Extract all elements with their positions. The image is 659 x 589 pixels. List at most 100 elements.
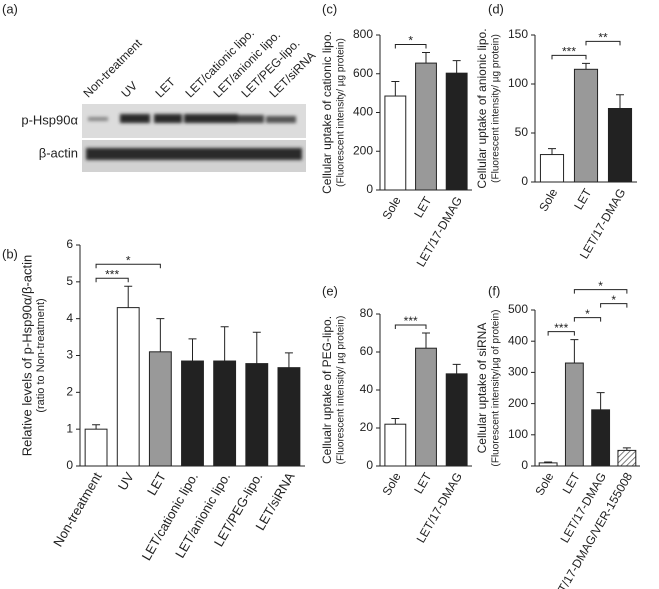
- lane-label: UV: [118, 79, 140, 101]
- y-tick-label: 4: [66, 311, 73, 325]
- error-bar: [391, 81, 400, 97]
- bar: [384, 423, 407, 467]
- error-bar: [622, 447, 631, 451]
- bar: [591, 409, 611, 467]
- bar: [538, 462, 558, 467]
- y-axis-label: Cellualr uptake of PEG-lipo.: [320, 316, 334, 464]
- error-bar: [220, 326, 229, 362]
- y-tick-label: 200: [353, 143, 373, 157]
- significance-label: *: [611, 293, 616, 307]
- y-axis-label: Cellular uptake of siRNA: [475, 323, 489, 454]
- panel-label: (b): [2, 246, 18, 261]
- significance-label: ***: [554, 321, 568, 335]
- x-tick-label: LET: [144, 470, 169, 498]
- bar: [116, 307, 140, 467]
- x-tick-label: Sole: [532, 470, 556, 498]
- x-tick-label: Sole: [536, 186, 560, 214]
- y-axis-sublabel: (Fluorescent intensity/ µg protein): [491, 34, 502, 183]
- significance-bracket: [95, 263, 161, 269]
- y-tick-label: 500: [508, 302, 528, 316]
- bar: [84, 428, 108, 467]
- y-tick-label: 0: [521, 174, 528, 188]
- y-tick-label: 2: [66, 385, 73, 399]
- error-bar: [616, 94, 624, 109]
- y-axis-label: Cellular uptake of anionic lipo.: [475, 28, 489, 188]
- significance-bracket: [600, 303, 628, 308]
- blot-image: [82, 104, 306, 172]
- y-axis-sublabel: (ratio to Non-treatment): [35, 298, 47, 412]
- y-tick-label: 20: [360, 420, 374, 434]
- y-axis-label: Cellular uptake of cationic lipo.: [320, 31, 334, 194]
- bar: [415, 347, 437, 467]
- panel-label: (e): [322, 283, 338, 298]
- y-tick-label: 600: [353, 66, 373, 80]
- significance-label: *: [585, 307, 590, 321]
- y-tick-label: 200: [508, 396, 528, 410]
- x-tick-label: UV: [115, 469, 137, 492]
- error-bar: [452, 60, 461, 74]
- bar: [181, 360, 204, 467]
- error-bar: [188, 338, 197, 362]
- y-tick-label: 0: [521, 458, 528, 472]
- significance-bracket: [394, 43, 427, 49]
- panel-label: (a): [2, 1, 18, 16]
- y-tick-label: 150: [508, 27, 528, 41]
- x-tick-label: Sole: [380, 470, 404, 498]
- error-bar: [391, 418, 400, 425]
- error-bar: [156, 318, 165, 352]
- error-bar: [544, 461, 553, 463]
- significance-bracket: [573, 289, 628, 294]
- y-tick-label: 300: [508, 365, 528, 379]
- y-axis-sublabel: (Fluorescent intensity/ µg protein): [336, 316, 347, 465]
- significance-bracket: [585, 40, 621, 46]
- y-axis-sublabel: (Fluorescent intensity/ µg protein): [336, 38, 347, 187]
- bar: [213, 360, 237, 467]
- error-bar: [284, 352, 293, 368]
- y-tick-label: 3: [66, 348, 73, 362]
- y-tick-label: 5: [66, 274, 73, 288]
- row-label: p-Hsp90α: [21, 112, 78, 127]
- panel-label: (c): [322, 1, 337, 16]
- y-axis-sublabel: (Fluorescent intensity/µg of protein): [491, 310, 502, 467]
- y-tick-label: 0: [66, 458, 73, 472]
- significance-label: ***: [404, 314, 418, 328]
- error-bar: [548, 148, 556, 155]
- bar: [573, 68, 599, 183]
- y-tick-label: 1: [66, 421, 73, 435]
- error-bar: [570, 339, 579, 364]
- error-bar: [596, 392, 605, 410]
- error-bar: [422, 332, 430, 349]
- error-bar: [422, 51, 430, 64]
- significance-bracket: [551, 54, 587, 60]
- significance-bracket: [394, 324, 427, 329]
- x-tick-label: LET: [560, 470, 583, 497]
- y-tick-label: 400: [508, 333, 528, 347]
- bar: [445, 72, 468, 191]
- significance-label: ***: [105, 267, 119, 281]
- x-tick-label: LET: [411, 470, 434, 497]
- error-bar: [582, 62, 590, 70]
- significance-label: *: [126, 253, 131, 267]
- row-label: β-actin: [39, 145, 78, 160]
- x-tick-label: Sole: [380, 194, 404, 222]
- panel-label: (d): [488, 1, 504, 16]
- bar: [539, 154, 565, 183]
- error-bar: [124, 285, 133, 308]
- x-tick-label: LET: [571, 186, 594, 213]
- y-tick-label: 800: [353, 27, 373, 41]
- y-tick-label: 100: [508, 76, 528, 90]
- y-tick-label: 50: [515, 125, 529, 139]
- significance-bracket: [547, 331, 575, 336]
- x-tick-label: LET: [411, 194, 434, 221]
- significance-bracket: [95, 277, 129, 283]
- x-tick-label: Non-treatment: [50, 469, 105, 549]
- significance-label: ***: [562, 45, 576, 59]
- y-tick-label: 6: [66, 237, 73, 251]
- y-tick-label: 0: [366, 458, 373, 472]
- bar: [415, 62, 437, 191]
- significance-label: **: [598, 31, 608, 45]
- y-axis-label: Relative levels of p-Hsp90α/β-actin: [19, 255, 34, 456]
- bar: [148, 351, 172, 467]
- error-bar: [252, 331, 261, 364]
